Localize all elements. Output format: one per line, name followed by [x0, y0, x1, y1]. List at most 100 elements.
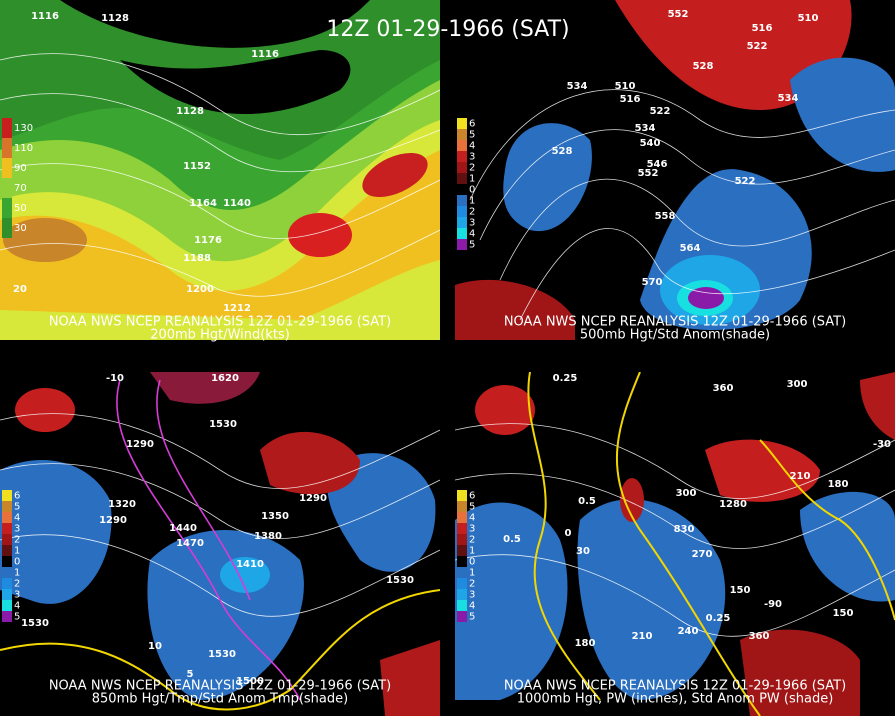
scale-label: 5	[469, 612, 475, 623]
scale-swatch	[457, 162, 467, 173]
scale-swatch	[2, 501, 12, 512]
scale-swatch	[457, 129, 467, 140]
scale-label: 4	[14, 513, 20, 524]
contour-label: -10	[106, 373, 124, 384]
contour-label: 516	[752, 23, 773, 34]
contour-label: 1290	[126, 439, 154, 450]
scale-swatch	[457, 184, 467, 195]
panel-source: NOAA NWS NCEP REANALYSIS 12Z 01-29-1966 …	[49, 315, 391, 330]
contour-label: 1176	[194, 235, 222, 246]
scale-swatch	[2, 138, 12, 158]
contour-label: 0.25	[553, 373, 578, 384]
scale-swatch	[2, 490, 12, 501]
contour-label: 180	[575, 638, 596, 649]
scale-swatch	[2, 600, 12, 611]
scale-swatch	[2, 589, 12, 600]
contour-label: 180	[828, 479, 849, 490]
scale-swatch	[2, 567, 12, 578]
contour-label: 528	[552, 146, 573, 157]
contour-label: 1128	[101, 13, 129, 24]
scale-label: 6	[469, 119, 475, 130]
scale-swatch	[2, 158, 12, 178]
scale-swatch	[2, 611, 12, 622]
contour-label: 10	[148, 641, 162, 652]
scale-label: 0	[469, 185, 475, 196]
contour-label: 360	[749, 631, 770, 642]
panel-caption: 850mb Hgt/Tmp/Std Anom Tmp(shade)	[92, 692, 348, 707]
contour-label: 510	[798, 13, 819, 24]
contour-label: 270	[692, 549, 713, 560]
contour-label: 1212	[223, 303, 251, 314]
scale-swatch	[457, 501, 467, 512]
contour-label: 1380	[254, 531, 282, 542]
scale-label: 130	[14, 123, 33, 134]
scale-label: 90	[14, 163, 27, 174]
contour-label: 1140	[223, 198, 251, 209]
scale-label: 2	[14, 579, 20, 590]
contour-label: 1530	[21, 618, 49, 629]
contour-label: 5	[187, 669, 194, 680]
scale-label: 110	[14, 143, 33, 154]
contour-label: 1410	[236, 559, 264, 570]
scale-label: 4	[469, 601, 475, 612]
contour-label: 210	[790, 471, 811, 482]
contour-label: 546	[647, 159, 668, 170]
contour-label: 558	[655, 211, 676, 222]
panel-caption: 1000mb Hgt, PW (inches), Std Anom PW (sh…	[517, 692, 834, 707]
contour-label: 570	[642, 277, 663, 288]
contour-label: 1290	[299, 493, 327, 504]
scale-label: 5	[14, 612, 20, 623]
scale-label: 0	[469, 557, 475, 568]
scale-label: 2	[14, 535, 20, 546]
contour-label: 1128	[176, 106, 204, 117]
scale-swatch	[457, 567, 467, 578]
scale-swatch	[457, 523, 467, 534]
scale-swatch	[457, 206, 467, 217]
contour-label: 522	[735, 176, 756, 187]
scale-label: 5	[14, 502, 20, 513]
scale-label: 2	[469, 579, 475, 590]
scale-swatch	[457, 151, 467, 162]
scale-swatch	[457, 239, 467, 250]
scale-label: 2	[469, 535, 475, 546]
scale-label: 1	[469, 568, 475, 579]
contour-label: 830	[674, 524, 695, 535]
scale-label: 2	[469, 163, 475, 174]
scale-swatch	[457, 545, 467, 556]
scale-label: 30	[14, 223, 27, 234]
panel-source: NOAA NWS NCEP REANALYSIS 12Z 01-29-1966 …	[504, 679, 846, 694]
scale-label: 0	[14, 557, 20, 568]
scale-label: 5	[469, 130, 475, 141]
scale-swatch	[2, 545, 12, 556]
contour-label: 552	[668, 9, 689, 20]
contour-label: 528	[693, 61, 714, 72]
scale-swatch	[2, 512, 12, 523]
scale-swatch	[457, 173, 467, 184]
scale-label: 3	[469, 524, 475, 535]
scale-swatch	[457, 195, 467, 206]
scale-swatch	[2, 534, 12, 545]
scale-swatch	[457, 512, 467, 523]
contour-label: 534	[567, 81, 588, 92]
contour-label: 1152	[183, 161, 211, 172]
scale-label: 2	[469, 207, 475, 218]
contour-label: 1440	[169, 523, 197, 534]
contour-label: 0	[565, 528, 572, 539]
scale-label: 3	[469, 218, 475, 229]
contour-label: 1320	[108, 499, 136, 510]
scale-swatch	[457, 589, 467, 600]
contour-label: 1290	[99, 515, 127, 526]
scale-label: 6	[14, 491, 20, 502]
scale-label: 1	[469, 546, 475, 557]
contour-label: 300	[787, 379, 808, 390]
contour-label: 210	[632, 631, 653, 642]
contour-label: 564	[680, 243, 701, 254]
contour-label: 522	[747, 41, 768, 52]
scale-label: 1	[469, 174, 475, 185]
contour-label: 300	[676, 488, 697, 499]
contour-label: 20	[13, 284, 27, 295]
scale-swatch	[457, 118, 467, 129]
scale-swatch	[2, 578, 12, 589]
contour-label: 534	[778, 93, 799, 104]
